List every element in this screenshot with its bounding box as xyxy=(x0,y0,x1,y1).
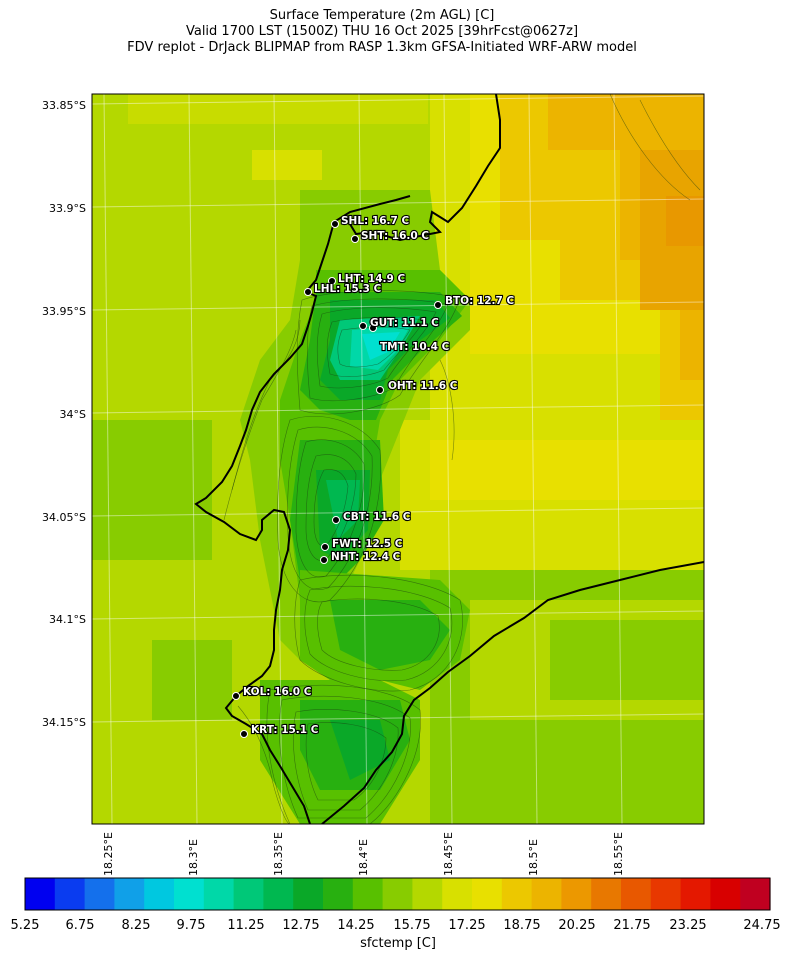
station-label: KRT: 15.1 C xyxy=(251,724,319,736)
colorbar-swatch xyxy=(174,878,205,910)
station-bto[interactable]: BTO: 12.7 C xyxy=(434,294,516,309)
colorbar-tick-label: 8.25 xyxy=(121,918,151,933)
colorbar-swatch xyxy=(263,878,294,910)
colorbar-swatch xyxy=(233,878,264,910)
colorbar-tick-label: 21.75 xyxy=(613,918,651,933)
colorbar-swatch xyxy=(472,878,503,910)
lat-tick-label: 34°S xyxy=(60,408,86,421)
colorbar-swatch xyxy=(680,878,711,910)
colorbar-tick-label: 23.25 xyxy=(669,918,707,933)
station-label: NHT: 12.4 C xyxy=(331,551,401,563)
colorbar-swatch xyxy=(561,878,592,910)
station-markers: SHL: 16.7 C SHT: 16.0 C LHT: 14.9 C LHL:… xyxy=(232,214,516,738)
chart-title-line-2: Valid 1700 LST (1500Z) THU 16 Oct 2025 [… xyxy=(185,24,579,39)
colorbar-swatch xyxy=(293,878,324,910)
colorbar-swatch xyxy=(710,878,741,910)
station-shl[interactable]: SHL: 16.7 C xyxy=(331,214,411,228)
station-label: LHT: 14.9 C xyxy=(338,273,405,285)
lat-tick-label: 33.95°S xyxy=(42,305,86,318)
colorbar xyxy=(24,877,771,911)
station-cbt[interactable]: CBT: 11.6 C xyxy=(332,510,412,524)
lat-tick-label: 34.05°S xyxy=(42,511,86,524)
station-lhl[interactable]: LHL: 15.3 C xyxy=(304,282,383,296)
colorbar-swatch xyxy=(382,878,413,910)
station-tmt[interactable]: TMT: 10.4 C xyxy=(379,340,451,354)
colorbar-label: sfctemp [C] xyxy=(360,936,436,951)
colorbar-tick-label: 14.25 xyxy=(337,918,375,933)
map-gridlines xyxy=(92,94,704,824)
station-label: OHT: 11.6 C xyxy=(388,380,458,392)
colorbar-swatch xyxy=(531,878,562,910)
station-sht[interactable]: SHT: 16.0 C xyxy=(351,229,430,243)
lon-tick-label: 18.35°E xyxy=(272,832,285,876)
station-label: SHT: 16.0 C xyxy=(361,230,429,242)
lon-tick-label: 18.4°E xyxy=(357,839,370,876)
lon-tick-label: 18.25°E xyxy=(102,832,115,876)
lon-tick-label: 18.5°E xyxy=(527,839,540,876)
station-label: SHL: 16.7 C xyxy=(341,215,409,227)
colorbar-tick-label: 24.75 xyxy=(743,918,781,933)
station-lht[interactable]: LHT: 14.9 C xyxy=(328,272,407,286)
station-gut[interactable]: GUT: 11.1 C xyxy=(359,316,440,332)
colorbar-tick-label: 9.75 xyxy=(176,918,206,933)
station-label: LHL: 15.3 C xyxy=(314,283,382,295)
colorbar-tick-label: 17.25 xyxy=(448,918,486,933)
station-label: FWT: 12.5 C xyxy=(332,538,403,550)
lat-tick-label: 34.1°S xyxy=(49,613,86,626)
colorbar-frame xyxy=(24,877,771,911)
colorbar-swatch xyxy=(412,878,443,910)
colorbar-swatch xyxy=(114,878,145,910)
colorbar-swatch xyxy=(25,878,56,910)
station-label: KOL: 16.0 C xyxy=(243,686,312,698)
station-oht[interactable]: OHT: 11.6 C xyxy=(376,379,459,394)
colorbar-swatch xyxy=(591,878,622,910)
lon-tick-label: 18.55°E xyxy=(612,832,625,876)
lat-axis: 33.85°S 33.9°S 33.95°S 34°S 34.05°S 34.1… xyxy=(42,99,86,729)
lat-tick-label: 33.9°S xyxy=(49,202,86,215)
station-nht[interactable]: NHT: 12.4 C xyxy=(320,550,402,564)
colorbar-tick-label: 12.75 xyxy=(282,918,320,933)
colorbar-tick-label: 5.25 xyxy=(10,918,40,933)
colorbar-swatch xyxy=(323,878,354,910)
chart-title-line-1: Surface Temperature (2m AGL) [C] xyxy=(269,8,495,23)
colorbar-swatch xyxy=(621,878,652,910)
station-label: TMT: 10.4 C xyxy=(380,341,450,353)
colorbar-swatch xyxy=(740,878,771,910)
colorbar-swatch xyxy=(650,878,682,910)
colorbar-swatch xyxy=(84,878,115,910)
station-label: GUT: 11.1 C xyxy=(370,317,439,329)
station-krt[interactable]: KRT: 15.1 C xyxy=(240,723,320,738)
lon-tick-label: 18.3°E xyxy=(187,839,200,876)
station-kol[interactable]: KOL: 16.0 C xyxy=(232,685,313,700)
colorbar-tick-label: 6.75 xyxy=(65,918,95,933)
colorbar-tick-label: 20.25 xyxy=(558,918,596,933)
colorbar-swatch xyxy=(54,878,86,910)
colorbar-tick-label: 18.75 xyxy=(503,918,541,933)
chart-title-line-3: FDV replot - DrJack BLIPMAP from RASP 1.… xyxy=(127,40,637,55)
station-fwt[interactable]: FWT: 12.5 C xyxy=(321,537,404,551)
colorbar-swatch xyxy=(352,878,384,910)
colorbar-tick-label: 15.75 xyxy=(393,918,431,933)
lat-tick-label: 34.15°S xyxy=(42,716,86,729)
colorbar-tick-label: 11.25 xyxy=(227,918,265,933)
lon-axis: 18.25°E 18.3°E 18.35°E 18.4°E 18.45°E 18… xyxy=(102,832,625,876)
plot-frame xyxy=(91,93,705,825)
lon-tick-label: 18.45°E xyxy=(442,832,455,876)
lat-tick-label: 33.85°S xyxy=(42,99,86,112)
colorbar-swatch xyxy=(203,878,235,910)
station-label: CBT: 11.6 C xyxy=(343,511,411,523)
colorbar-swatch xyxy=(144,878,175,910)
station-label: BTO: 12.7 C xyxy=(445,295,515,307)
colorbar-swatch xyxy=(501,878,533,910)
colorbar-swatch xyxy=(442,878,473,910)
